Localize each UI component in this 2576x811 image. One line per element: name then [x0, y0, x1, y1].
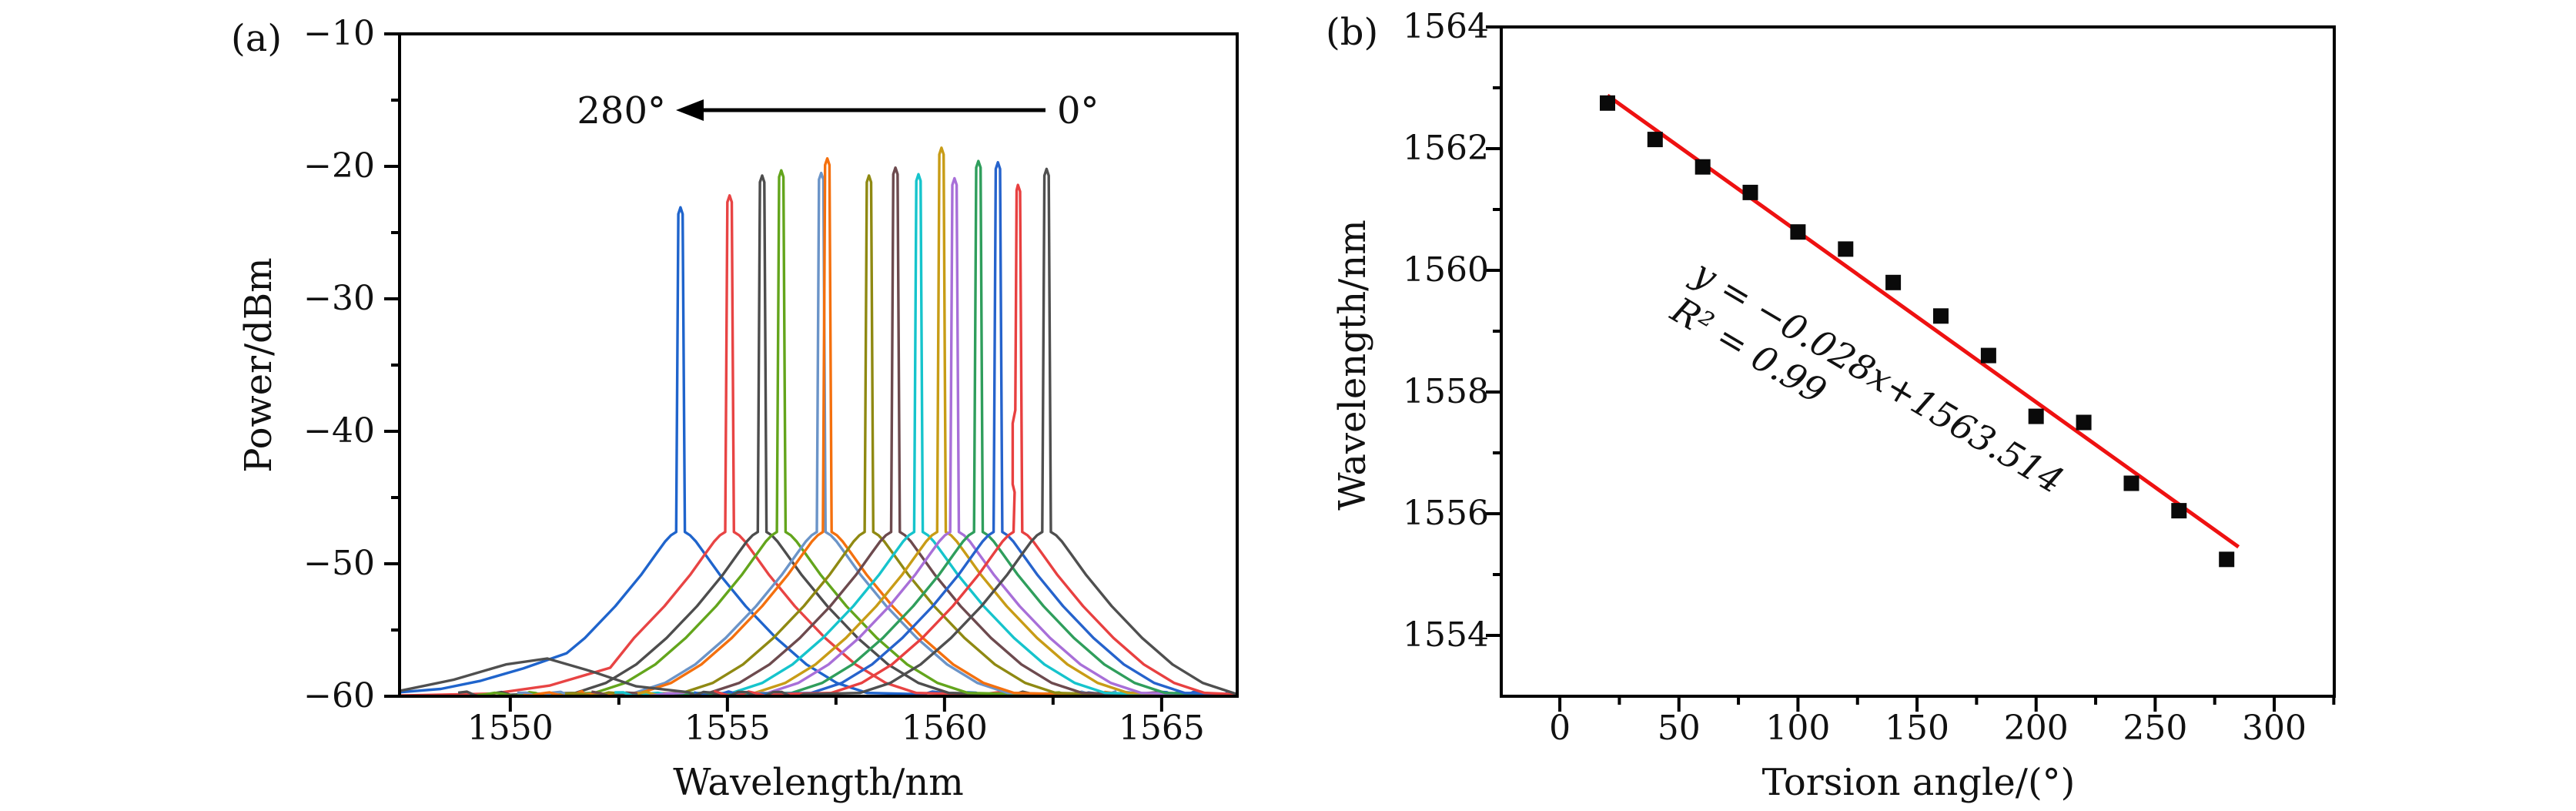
- panel-b-x-axis-label: Torsion angle/(°): [1761, 761, 2076, 804]
- scatter-point: [1980, 347, 1996, 364]
- panel-a-sweep-start-label: 280°: [577, 89, 666, 132]
- panel-a-x-tick-label: 1560: [901, 709, 988, 748]
- scatter-point: [1694, 159, 1711, 175]
- panel-b-x-tick-label: 250: [2123, 709, 2188, 748]
- scatter-point: [2219, 551, 2235, 568]
- panel-a-spectra: [399, 146, 1238, 698]
- panel-b-y-axis-label: Wavelength/nm: [1331, 220, 1374, 511]
- scatter-point: [1933, 308, 1949, 324]
- panel-a-x-tick-label: 1555: [684, 709, 771, 748]
- panel-a-y-tick-label: −50: [303, 544, 375, 583]
- panel-b-x-tick-label: 50: [1657, 709, 1701, 748]
- spectrum-curve-0°: [399, 167, 1238, 698]
- panel-a-x-tick-label: 1565: [1118, 709, 1205, 748]
- panel-b-tag: (b): [1326, 11, 1379, 54]
- panel-b-y-tick-label: 1558: [1403, 372, 1489, 411]
- panel-a-y-tick-label: −20: [303, 146, 375, 186]
- panel-a-sweep-end-label: 0°: [1057, 89, 1099, 132]
- spectrum-curve-260°: [399, 194, 1025, 698]
- panel-a-axes: [384, 32, 1239, 712]
- scatter-point: [1790, 224, 1806, 240]
- scatter-point: [1838, 241, 1854, 257]
- panel-a-sweep-arrow-icon: [676, 99, 1045, 121]
- panel-a-x-tick-label: 1550: [467, 709, 554, 748]
- spectrum-curve-200°: [517, 171, 1117, 698]
- panel-b-x-tick-label: 0: [1549, 709, 1571, 748]
- scatter-point: [2076, 414, 2092, 431]
- panel-a-y-tick-label: −10: [303, 14, 375, 53]
- panel-b-y-tick-label: 1554: [1403, 615, 1489, 655]
- panel-b-y-tick-label: 1564: [1403, 7, 1489, 46]
- panel-b-fit-line: [1606, 93, 2240, 549]
- scatter-point: [1885, 274, 1902, 290]
- panel-b-data-points: [1600, 95, 2235, 568]
- scatter-point: [1647, 132, 1663, 148]
- panel-b-y-tick-label: 1556: [1403, 494, 1489, 533]
- spectrum-curve-40°: [693, 161, 1238, 698]
- panel-b-y-tick-label: 1562: [1403, 129, 1489, 168]
- scatter-point: [2028, 408, 2044, 424]
- scatter-point: [2123, 475, 2139, 491]
- spectrum-curve-220°: [477, 169, 1077, 698]
- scatter-point: [2171, 503, 2187, 519]
- panel-b-x-tick-label: 150: [1885, 709, 1950, 748]
- scatter-point: [1600, 95, 1615, 111]
- panel-b-y-tick-label: 1560: [1403, 250, 1489, 290]
- panel-b-axes: [1486, 25, 2336, 712]
- panel-a-tag: (a): [231, 17, 283, 60]
- panel-a-y-axis-label: Power/dBm: [237, 257, 280, 473]
- panel-b-x-tick-label: 300: [2242, 709, 2307, 748]
- linear-fit-line: [1606, 93, 2240, 549]
- panel-a-y-tick-label: −60: [303, 676, 375, 715]
- panel-a-x-axis-label: Wavelength/nm: [673, 761, 964, 804]
- panel-b-x-tick-label: 100: [1765, 709, 1831, 748]
- scatter-point: [1742, 184, 1758, 200]
- panel-b-x-tick-label: 200: [2003, 709, 2069, 748]
- panel-a-y-tick-label: −40: [303, 411, 375, 451]
- panel-a-y-tick-label: −30: [303, 279, 375, 318]
- spectrum-curve-140°: [591, 166, 1191, 698]
